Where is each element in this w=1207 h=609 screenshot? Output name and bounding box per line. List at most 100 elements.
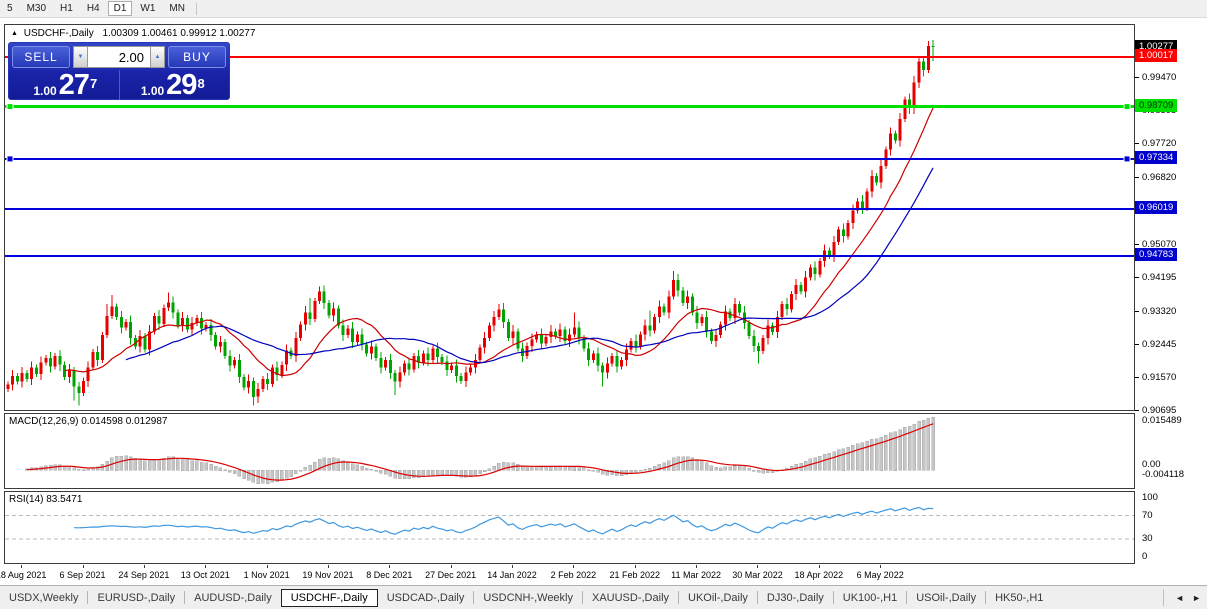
rsi-axis-label: 70 [1142,509,1153,521]
tab-separator [87,591,89,604]
timeframe-button-mn[interactable]: MN [169,3,185,14]
price-tickmark [1135,277,1139,279]
price-badge: 0.94783 [1135,248,1178,262]
sell-price-point: 7 [89,76,98,91]
chart-tab[interactable]: EURUSD-,Daily [97,591,176,604]
date-label: 8 Dec 2021 [366,570,413,580]
chart-tab[interactable]: UK100-,H1 [842,591,898,604]
chart-tab[interactable]: HK50-,H1 [995,591,1044,604]
collapse-icon[interactable]: ▲ [11,30,18,37]
line-handle [6,103,14,111]
price-tickmark [1135,244,1139,245]
line-handle [6,155,14,163]
chart-tab[interactable]: UKOil-,Daily [688,591,748,604]
date-label: 11 Mar 2022 [671,570,722,580]
tabs-strip: USDX,Weekly EURUSD-,Daily AUDUSD-,Daily USD… [0,586,1163,609]
price-badge: 0.96019 [1135,201,1178,215]
date-tickmark [205,565,207,568]
timeframe-button-w1[interactable]: W1 [140,3,156,14]
volume-decrease-icon[interactable]: ▼ [73,46,88,68]
chart-tab-bar: USDX,Weekly EURUSD-,Daily AUDUSD-,Daily USD… [0,585,1207,609]
tab-separator [678,591,680,604]
date-label: 24 Sep 2021 [118,570,170,580]
buy-button[interactable]: BUY [168,46,226,68]
buy-price-pips: 29 [166,69,197,101]
rsi-axis-label: 100 [1142,492,1158,503]
price-axis: 0.994700.985950.977200.968200.959450.950… [1135,24,1204,585]
scroll-right-icon[interactable]: ► [1192,592,1201,603]
timeframe-toolbar: 5 M30 H1 H4 D1 W1 MN [0,0,1207,18]
chart-tab[interactable]: USDCHF-,Daily [280,588,378,607]
price-tickmark [1135,177,1139,179]
date-label: 1 Nov 2021 [243,570,290,580]
tab-separator [473,591,475,604]
rsi-pane: RSI(14) 83.5471 [4,491,1135,564]
sell-price[interactable]: 1.00 27 7 [12,70,120,100]
horizontal-line[interactable] [5,155,1134,163]
date-label: 18 Apr 2022 [794,570,844,580]
timeframe-button-5[interactable]: 5 [7,3,13,14]
chart-tab[interactable]: USDCNH-,Weekly [483,591,573,604]
date-axis: 18 Aug 2021 6 Sep 2021 24 Sep 2021 13 Oct 2… [0,565,1135,585]
date-label: 2 Feb 2022 [550,570,597,580]
date-tickmark [389,565,391,568]
line-handle [1123,155,1131,163]
macd-chart [25,416,935,484]
date-label: 27 Dec 2021 [425,570,477,580]
chart-tab[interactable]: DJ30-,Daily [766,591,824,604]
timeframe-button-m30[interactable]: M30 [26,3,47,14]
rsi-axis-label: 0 [1142,550,1148,562]
sell-price-prefix: 1.00 [33,84,57,98]
macd-label: MACD(12,26,9) 0.014598 0.012987 [9,416,168,427]
rsi-label: RSI(14) 83.5471 [9,494,83,505]
buy-price[interactable]: 1.00 29 8 [120,70,227,100]
price-tick-label: 0.99470 [1142,71,1177,83]
price-tickmark [1135,310,1139,312]
price-tickmark [1135,143,1139,145]
date-label: 19 Nov 2021 [302,570,354,580]
price-tick-label: 0.95070 [1142,239,1177,250]
rsi-chart [5,506,1134,540]
volume-increase-icon[interactable]: ▲ [150,46,165,68]
chart-tab[interactable]: XAUUSD-,Daily [592,591,670,604]
date-tickmark [757,565,759,568]
symbol-label: USDCHF-,Daily [23,28,94,39]
tab-separator [985,591,987,604]
volume-input[interactable] [88,46,150,68]
date-label: 18 Aug 2021 [0,570,47,580]
chart-tab[interactable]: USDCAD-,Daily [386,591,465,604]
macd-axis-label: 0.015489 [1142,415,1182,426]
horizontal-line[interactable] [5,103,1134,111]
one-click-trade-panel: SELL ▼ ▲ BUY 1.00 27 7 1.00 29 8 [8,42,230,100]
date-tickmark [21,565,23,568]
chart-window: ▲ USDCHF-,Daily 1.00309 1.00461 0.99912 … [0,24,1204,585]
macd-axis-label: 0.00 [1142,459,1161,471]
price-badge: 1.00277 [1135,39,1178,53]
chart-tab[interactable]: AUDUSD-,Daily [194,591,272,604]
date-tickmark [634,565,636,568]
macd-axis-label: -0.004118 [1142,469,1185,481]
date-tickmark [143,565,145,568]
chart-title: ▲ USDCHF-,Daily 1.00309 1.00461 0.99912 … [11,28,255,39]
sell-button[interactable]: SELL [12,46,70,68]
price-pane: ▲ USDCHF-,Daily 1.00309 1.00461 0.99912 … [4,24,1135,411]
date-label: 21 Feb 2022 [609,570,661,580]
date-tickmark [266,565,268,568]
price-badge: 1.00017 [1135,49,1178,63]
chart-tab[interactable]: USDX,Weekly [9,591,79,604]
volume-spinner: ▼ ▲ [73,46,165,68]
tab-separator [582,591,583,604]
candlestick-chart [5,40,1134,406]
date-tickmark [880,565,882,568]
price-tick-label: 0.91570 [1142,372,1177,384]
date-label: 6 Sep 2021 [59,570,106,580]
timeframe-button-h1[interactable]: H1 [60,3,73,14]
timeframe-button-d1[interactable]: D1 [107,1,133,16]
scroll-left-icon[interactable]: ◄ [1175,592,1185,603]
date-tickmark [82,565,84,568]
timeframe-button-h4[interactable]: H4 [86,3,100,14]
date-label: 30 Mar 2022 [732,570,783,580]
date-tickmark [696,565,698,568]
date-label: 14 Jan 2022 [487,570,537,580]
chart-tab[interactable]: USOil-,Daily [916,591,977,604]
